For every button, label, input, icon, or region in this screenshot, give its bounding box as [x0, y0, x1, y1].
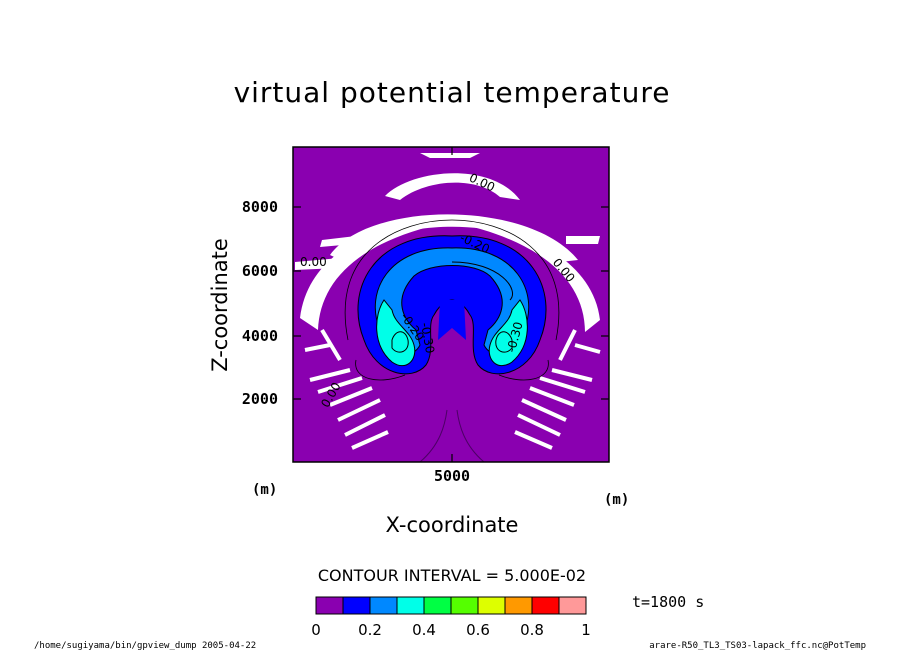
contour-line — [498, 359, 549, 381]
contour-band-cyan-right — [488, 299, 528, 367]
y-tick-label: 6000 — [241, 262, 278, 280]
colorbar-tick-label: 0.6 — [466, 621, 490, 639]
y-tick-label: 4000 — [241, 327, 278, 345]
contour-band-white — [420, 153, 480, 158]
contour-band-cyan-left — [376, 299, 416, 367]
plot-frame — [292, 146, 610, 463]
contour-label: 0.00 — [300, 255, 327, 269]
contour-band-white — [300, 221, 450, 330]
contour-band-white — [320, 236, 356, 247]
y-axis-ticks — [293, 206, 609, 400]
colorbar — [315, 596, 587, 615]
contour-interval-label: CONTOUR INTERVAL = 5.000E-02 — [317, 566, 587, 585]
contour-line — [419, 409, 485, 462]
x-tick-label: 5000 — [433, 467, 471, 485]
colorbar-swatch — [369, 596, 398, 615]
x-axis-label: X-coordinate — [385, 513, 519, 537]
contour-streaks-right — [514, 329, 601, 450]
contour-line — [391, 331, 409, 353]
contour-band-white — [385, 173, 520, 200]
colorbar-tick-label: 0.4 — [412, 621, 436, 639]
colorbar-swatch — [504, 596, 533, 615]
colorbar-tick-label: 1 — [581, 621, 591, 639]
contour-streaks-left — [304, 328, 389, 450]
colorbar-swatch — [342, 596, 371, 615]
colorbar-tick-label: 0.8 — [520, 621, 544, 639]
time-label: t=1800 s — [632, 593, 705, 611]
contour-band-white — [295, 258, 340, 270]
contour-band-stem — [438, 300, 466, 340]
contour-line — [344, 219, 560, 341]
colorbar-swatch — [396, 596, 425, 615]
y-axis-unit: (m) — [252, 482, 278, 498]
colorbar-swatch — [315, 596, 344, 615]
contour-band-white — [566, 236, 600, 244]
colorbar-swatch — [450, 596, 479, 615]
y-tick-label: 8000 — [241, 198, 278, 216]
contour-label: -0.30 — [418, 321, 437, 354]
chart-title: virtual potential temperature — [233, 76, 671, 109]
colorbar-swatch — [423, 596, 452, 615]
colorbar-tick-label: 0.2 — [358, 621, 382, 639]
colorbar-tick-label: 0 — [311, 621, 321, 639]
footer-command: /home/sugiyama/bin/gpview_dump 2005-04-2… — [34, 641, 257, 651]
contour-band-white — [452, 222, 600, 332]
x-axis-unit: (m) — [604, 492, 630, 508]
colorbar-swatch — [558, 596, 587, 615]
contour-line — [355, 359, 406, 381]
colorbar-swatch — [477, 596, 506, 615]
contour-line — [451, 261, 513, 301]
contour-line — [495, 331, 513, 353]
colorbar-swatch — [531, 596, 560, 615]
contour-band-white — [330, 214, 578, 262]
footer-source: arare-R50_TL3_TS03-lapack_ffc.nc@PotTemp — [649, 641, 866, 651]
y-tick-label: 2000 — [241, 390, 278, 408]
